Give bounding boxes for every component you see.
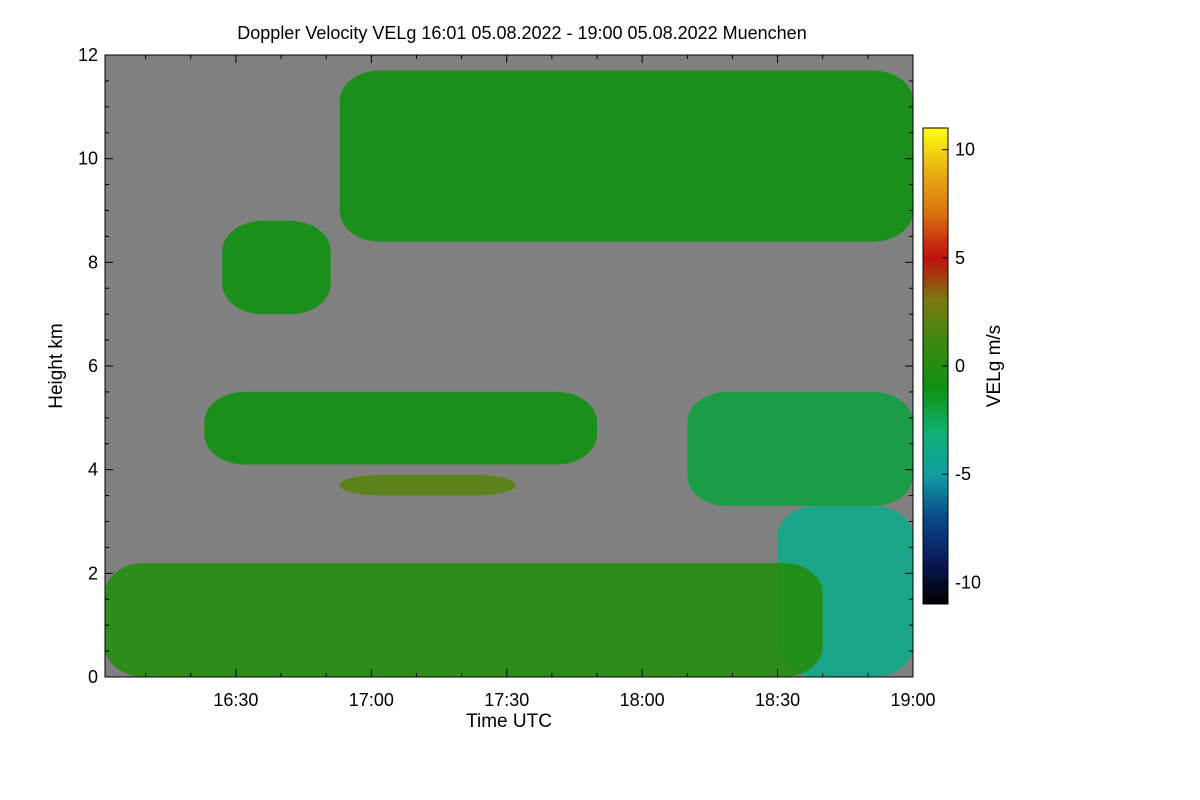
region-upper-cirrus	[339, 70, 913, 242]
colorbar-ticks: 10 5 0 -5 -10	[942, 140, 981, 592]
y-tick-label: 0	[88, 667, 98, 687]
x-tick-label: 17:00	[349, 690, 394, 710]
x-tick-label: 16:30	[213, 690, 258, 710]
y-tick-label: 6	[88, 356, 98, 376]
x-tick-label: 18:00	[620, 690, 665, 710]
y-tick-label: 12	[78, 45, 98, 65]
x-tick-label: 19:00	[890, 690, 935, 710]
x-tick-label: 18:30	[755, 690, 800, 710]
colorbar-label: VELg m/s	[984, 325, 1005, 407]
region-mid-level-layer	[204, 391, 598, 465]
colorbar-tick-label: 0	[955, 356, 965, 376]
y-tick-label: 2	[88, 563, 98, 583]
colorbar-tick-label: -5	[955, 464, 971, 484]
x-tick-label: 17:30	[484, 690, 529, 710]
y-axis-title: Height km	[46, 323, 67, 409]
colorbar-tick-label: 5	[955, 248, 965, 268]
colorbar-tick-label: -10	[955, 572, 981, 592]
y-tick-label: 4	[88, 460, 98, 480]
region-boundary-layer	[105, 562, 823, 677]
region-deep-cloud	[687, 391, 913, 506]
x-axis: 16:30 17:00 17:30 18:00 18:30 19:00	[145, 55, 936, 710]
x-axis-title: Time UTC	[466, 711, 552, 732]
chart-title: Doppler Velocity VELg 16:01 05.08.2022 -…	[237, 23, 806, 43]
colorbar-tick-label: 10	[955, 140, 975, 160]
cloud-regions	[105, 70, 913, 677]
region-precipitation-streak	[339, 474, 516, 496]
y-tick-label: 10	[78, 149, 98, 169]
y-axis: 0 2 4 6 8 10 12	[78, 45, 913, 687]
y-tick-label: 8	[88, 252, 98, 272]
region-isolated-cloud	[222, 220, 331, 315]
